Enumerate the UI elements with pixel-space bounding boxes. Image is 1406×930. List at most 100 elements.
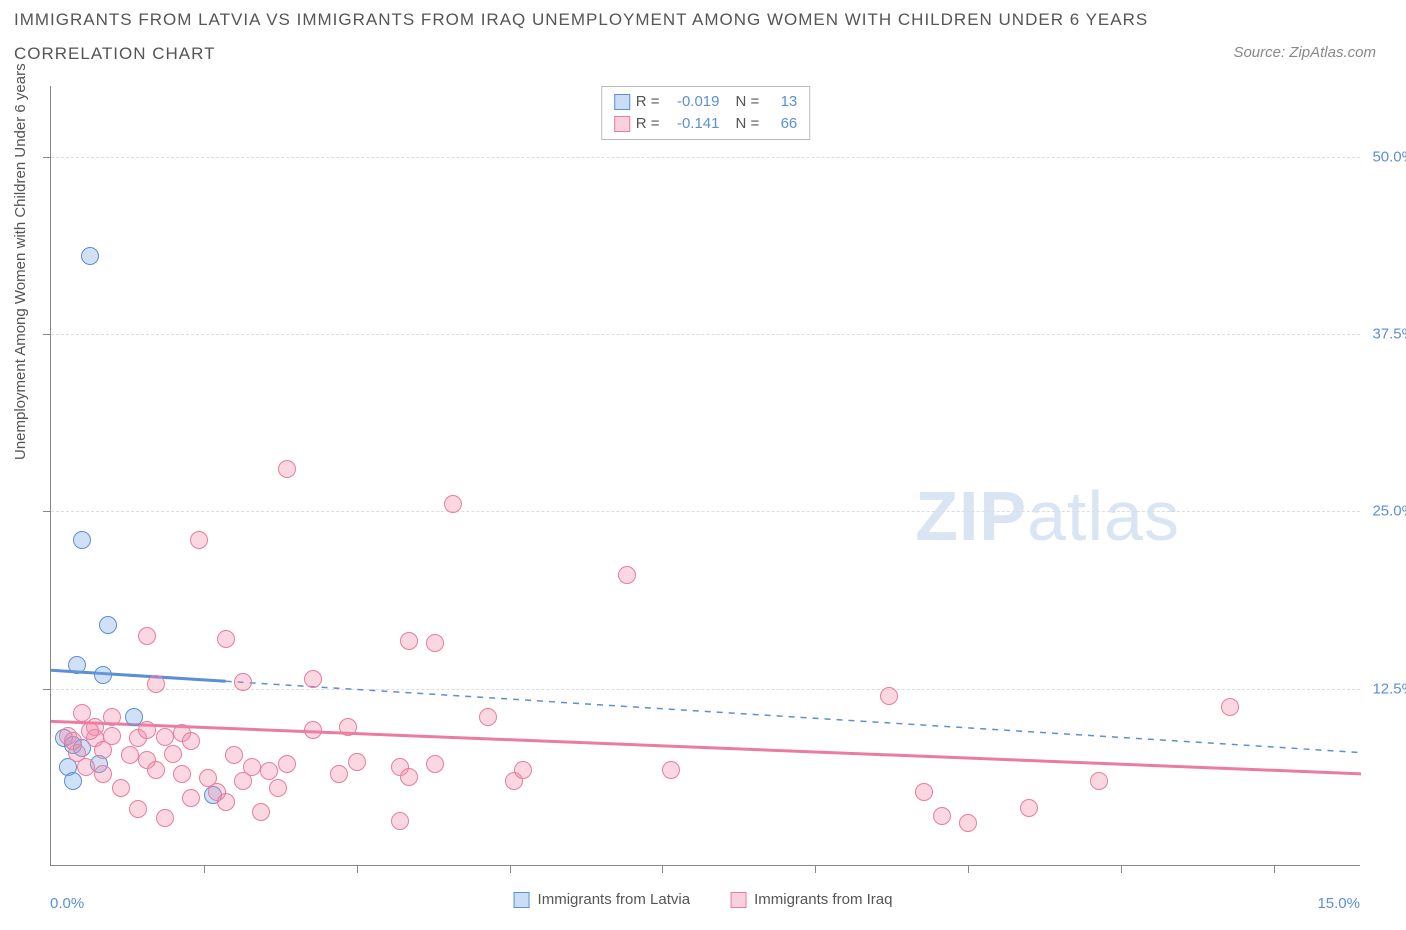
iraq-point (426, 755, 444, 773)
iraq-point (618, 566, 636, 584)
iraq-point (103, 708, 121, 726)
gridline (51, 334, 1360, 335)
iraq-point (94, 765, 112, 783)
x-tick (510, 865, 511, 873)
iraq-point (915, 783, 933, 801)
iraq-point (182, 732, 200, 750)
iraq-point (278, 460, 296, 478)
iraq-point (348, 753, 366, 771)
x-tick (662, 865, 663, 873)
iraq-point (1221, 698, 1239, 716)
iraq-point (173, 765, 191, 783)
iraq-point (73, 704, 91, 722)
iraq-point (112, 779, 130, 797)
stat-n-label: N = (736, 113, 760, 135)
iraq-point (138, 627, 156, 645)
iraq-point (190, 531, 208, 549)
y-tick-label: 37.5% (1372, 326, 1406, 343)
latvia-point (94, 666, 112, 684)
latvia-swatch-icon (614, 94, 630, 110)
x-tick (815, 865, 816, 873)
chart-title-2: CORRELATION CHART (14, 44, 216, 64)
trend-layer (51, 86, 1361, 866)
iraq-point (182, 789, 200, 807)
iraq-point (400, 632, 418, 650)
iraq-point (234, 772, 252, 790)
iraq-point (81, 722, 99, 740)
latvia-point (64, 772, 82, 790)
iraq-point (304, 721, 322, 739)
iraq-point (400, 768, 418, 786)
iraq-point (880, 687, 898, 705)
iraq-point (959, 814, 977, 832)
chart-title-1: IMMIGRANTS FROM LATVIA VS IMMIGRANTS FRO… (14, 10, 1148, 30)
iraq-point (138, 721, 156, 739)
iraq-point (662, 761, 680, 779)
iraq-point (64, 732, 82, 750)
watermark: ZIPatlas (915, 476, 1180, 556)
iraq-point (426, 634, 444, 652)
latvia-n-value: 13 (769, 91, 797, 113)
latvia-point (73, 531, 91, 549)
iraq-point (225, 746, 243, 764)
iraq-point (1090, 772, 1108, 790)
iraq-point (1020, 799, 1038, 817)
iraq-point (514, 761, 532, 779)
y-tick (43, 334, 51, 335)
iraq-point (278, 755, 296, 773)
iraq-point (156, 728, 174, 746)
iraq-point (479, 708, 497, 726)
iraq-point (164, 745, 182, 763)
iraq-point (147, 761, 165, 779)
legend-row-iraq: R = -0.141 N = 66 (614, 113, 798, 135)
gridline (51, 511, 1360, 512)
chart-plot-area: R = -0.019 N = 13 R = -0.141 N = 66 ZIPa… (50, 86, 1360, 866)
source-label: Source: ZipAtlas.com (1233, 44, 1376, 61)
gridline (51, 157, 1360, 158)
iraq-point (121, 746, 139, 764)
legend-item-iraq: Immigrants from Iraq (730, 891, 892, 908)
y-tick (43, 511, 51, 512)
x-axis-end-label: 15.0% (1317, 895, 1360, 912)
y-axis-label: Unemployment Among Women with Children U… (12, 63, 29, 460)
legend-item-latvia: Immigrants from Latvia (514, 891, 691, 908)
iraq-swatch-icon (614, 116, 630, 132)
y-tick (43, 157, 51, 158)
iraq-point (933, 807, 951, 825)
stat-r-label: R = (636, 113, 660, 135)
iraq-point (330, 765, 348, 783)
iraq-point (217, 793, 235, 811)
series-legend: Immigrants from Latvia Immigrants from I… (514, 891, 893, 908)
iraq-point (260, 762, 278, 780)
y-tick (43, 689, 51, 690)
iraq-swatch-icon (730, 892, 746, 908)
iraq-point (234, 673, 252, 691)
x-tick (1274, 865, 1275, 873)
y-tick-label: 12.5% (1372, 680, 1406, 697)
x-axis-start-label: 0.0% (50, 895, 84, 912)
y-tick-label: 25.0% (1372, 503, 1406, 520)
iraq-n-value: 66 (769, 113, 797, 135)
iraq-point (304, 670, 322, 688)
iraq-point (339, 718, 357, 736)
latvia-r-value: -0.019 (670, 91, 720, 113)
iraq-point (156, 809, 174, 827)
stat-n-label: N = (736, 91, 760, 113)
iraq-point (391, 812, 409, 830)
legend-row-latvia: R = -0.019 N = 13 (614, 91, 798, 113)
iraq-r-value: -0.141 (670, 113, 720, 135)
iraq-point (147, 675, 165, 693)
x-tick (1121, 865, 1122, 873)
iraq-point (129, 800, 147, 818)
iraq-point (94, 741, 112, 759)
latvia-trendline-extrapolated (226, 681, 1361, 752)
latvia-point (99, 616, 117, 634)
legend-label: Immigrants from Iraq (754, 891, 892, 908)
correlation-legend: R = -0.019 N = 13 R = -0.141 N = 66 (601, 86, 811, 140)
iraq-point (252, 803, 270, 821)
latvia-point (81, 247, 99, 265)
latvia-point (68, 656, 86, 674)
legend-label: Immigrants from Latvia (538, 891, 691, 908)
iraq-point (444, 495, 462, 513)
y-tick-label: 50.0% (1372, 148, 1406, 165)
